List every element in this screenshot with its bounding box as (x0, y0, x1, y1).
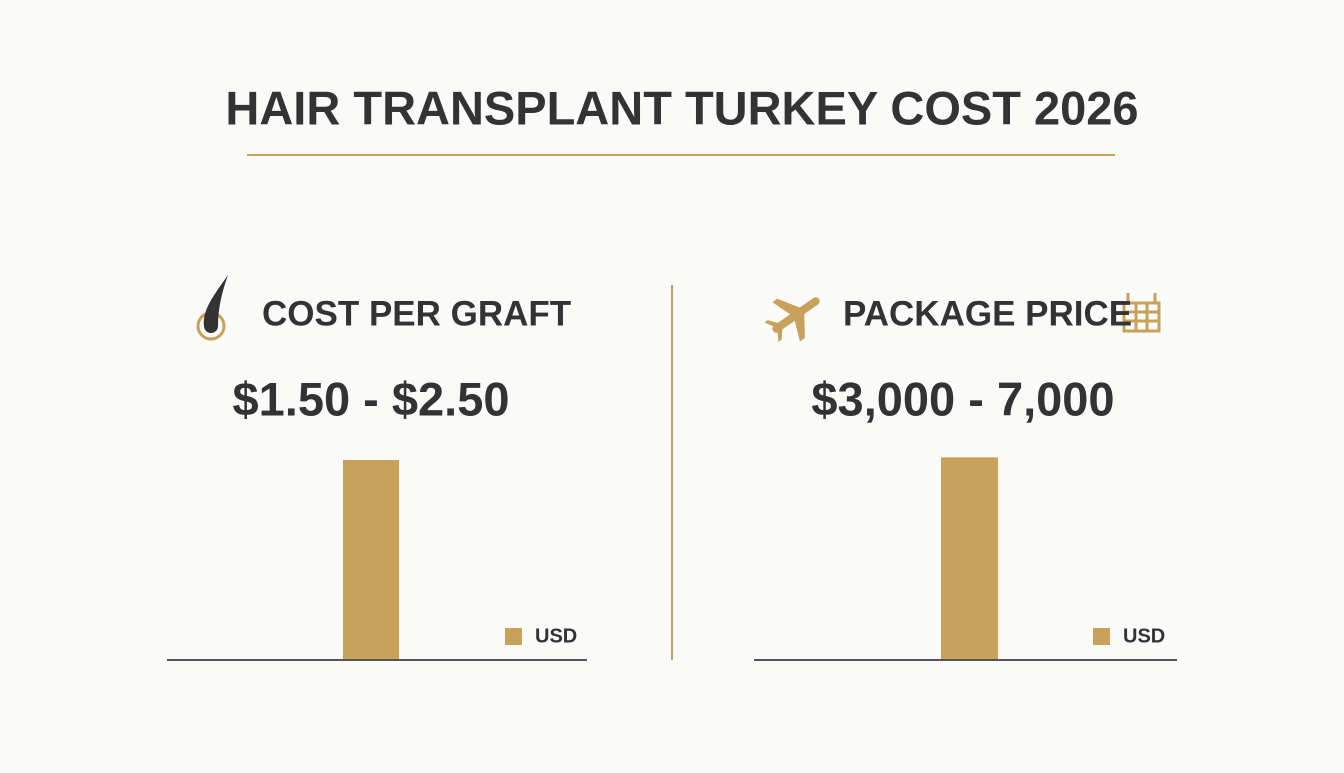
page-title: HAIR TRANSPLANT TURKEY COST 2026 (225, 81, 1138, 134)
price-range: $1.50 - $2.50 (233, 372, 510, 425)
bar (343, 460, 399, 660)
follicle-icon (196, 275, 228, 341)
legend-label: USD (1123, 625, 1165, 647)
legend-label: USD (535, 625, 577, 647)
panel-title: COST PER GRAFT (262, 294, 571, 333)
legend-swatch (505, 628, 522, 645)
bar (941, 457, 998, 660)
plane-icon (764, 297, 820, 343)
panel-title: PACKAGE PRICE (843, 294, 1132, 333)
hotel-icon (1122, 293, 1161, 333)
price-range: $3,000 - 7,000 (811, 372, 1114, 425)
legend-swatch (1093, 628, 1110, 645)
